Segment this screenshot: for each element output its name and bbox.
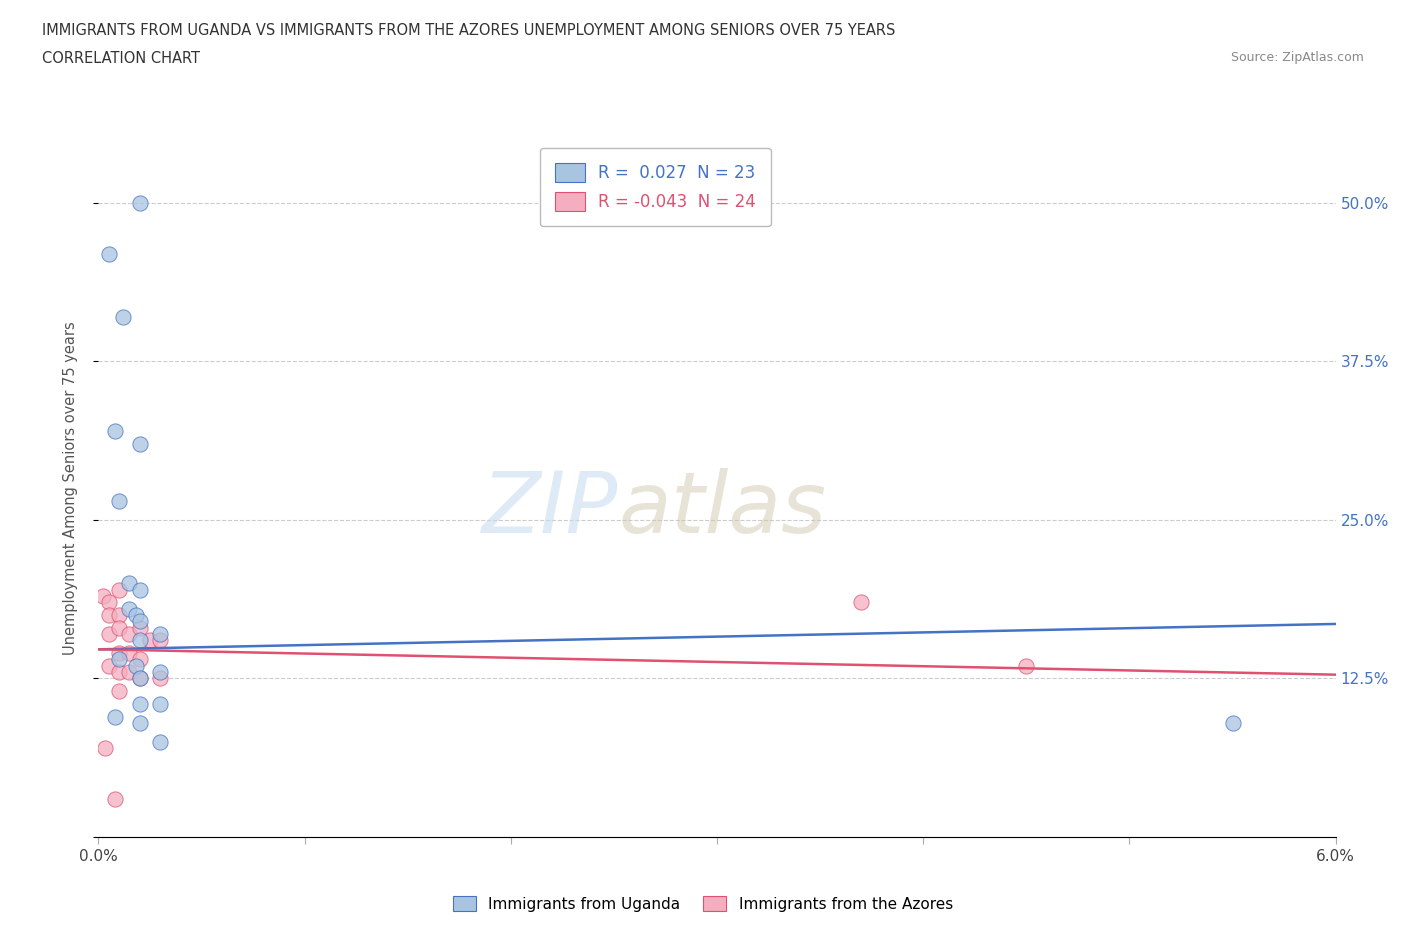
Point [108,652,131,667]
Point [139,633,162,648]
Point [118,576,141,591]
Point [149,735,172,750]
Text: ZIP: ZIP [482,468,619,551]
Text: Source: ZipAtlas.com: Source: ZipAtlas.com [1230,51,1364,64]
Point [108,665,131,680]
Point [128,671,150,686]
Text: CORRELATION CHART: CORRELATION CHART [42,51,200,66]
Point [108,582,131,597]
Point [104,424,127,439]
Point [97,627,120,642]
Point [128,671,150,686]
Y-axis label: Unemployment Among Seniors over 75 years: Unemployment Among Seniors over 75 years [63,322,77,655]
Legend: R =  0.027  N = 23, R = -0.043  N = 24: R = 0.027 N = 23, R = -0.043 N = 24 [540,148,770,226]
Text: IMMIGRANTS FROM UGANDA VS IMMIGRANTS FROM THE AZORES UNEMPLOYMENT AMONG SENIORS : IMMIGRANTS FROM UGANDA VS IMMIGRANTS FRO… [42,23,896,38]
Point [97,658,120,673]
Point [851,595,873,610]
Point [108,684,131,698]
Point [128,195,150,210]
Point [104,709,127,724]
Point [128,614,150,629]
Point [128,633,150,648]
Point [97,246,120,261]
Point [97,607,120,622]
Point [149,627,172,642]
Point [112,310,135,325]
Point [128,652,150,667]
Point [91,589,114,604]
Point [118,645,141,660]
Point [118,665,141,680]
Point [108,494,131,509]
Point [118,627,141,642]
Point [149,697,172,711]
Point [1015,658,1038,673]
Point [128,582,150,597]
Point [128,697,150,711]
Point [149,633,172,648]
Text: atlas: atlas [619,468,827,551]
Point [1222,715,1244,730]
Point [108,620,131,635]
Point [124,607,146,622]
Point [118,602,141,617]
Point [97,595,120,610]
Point [128,620,150,635]
Point [104,791,127,806]
Point [108,645,131,660]
Point [149,671,172,686]
Point [128,436,150,451]
Point [124,658,146,673]
Point [128,715,150,730]
Point [108,607,131,622]
Legend: Immigrants from Uganda, Immigrants from the Azores: Immigrants from Uganda, Immigrants from … [447,889,959,918]
Point [93,741,115,756]
Point [149,665,172,680]
